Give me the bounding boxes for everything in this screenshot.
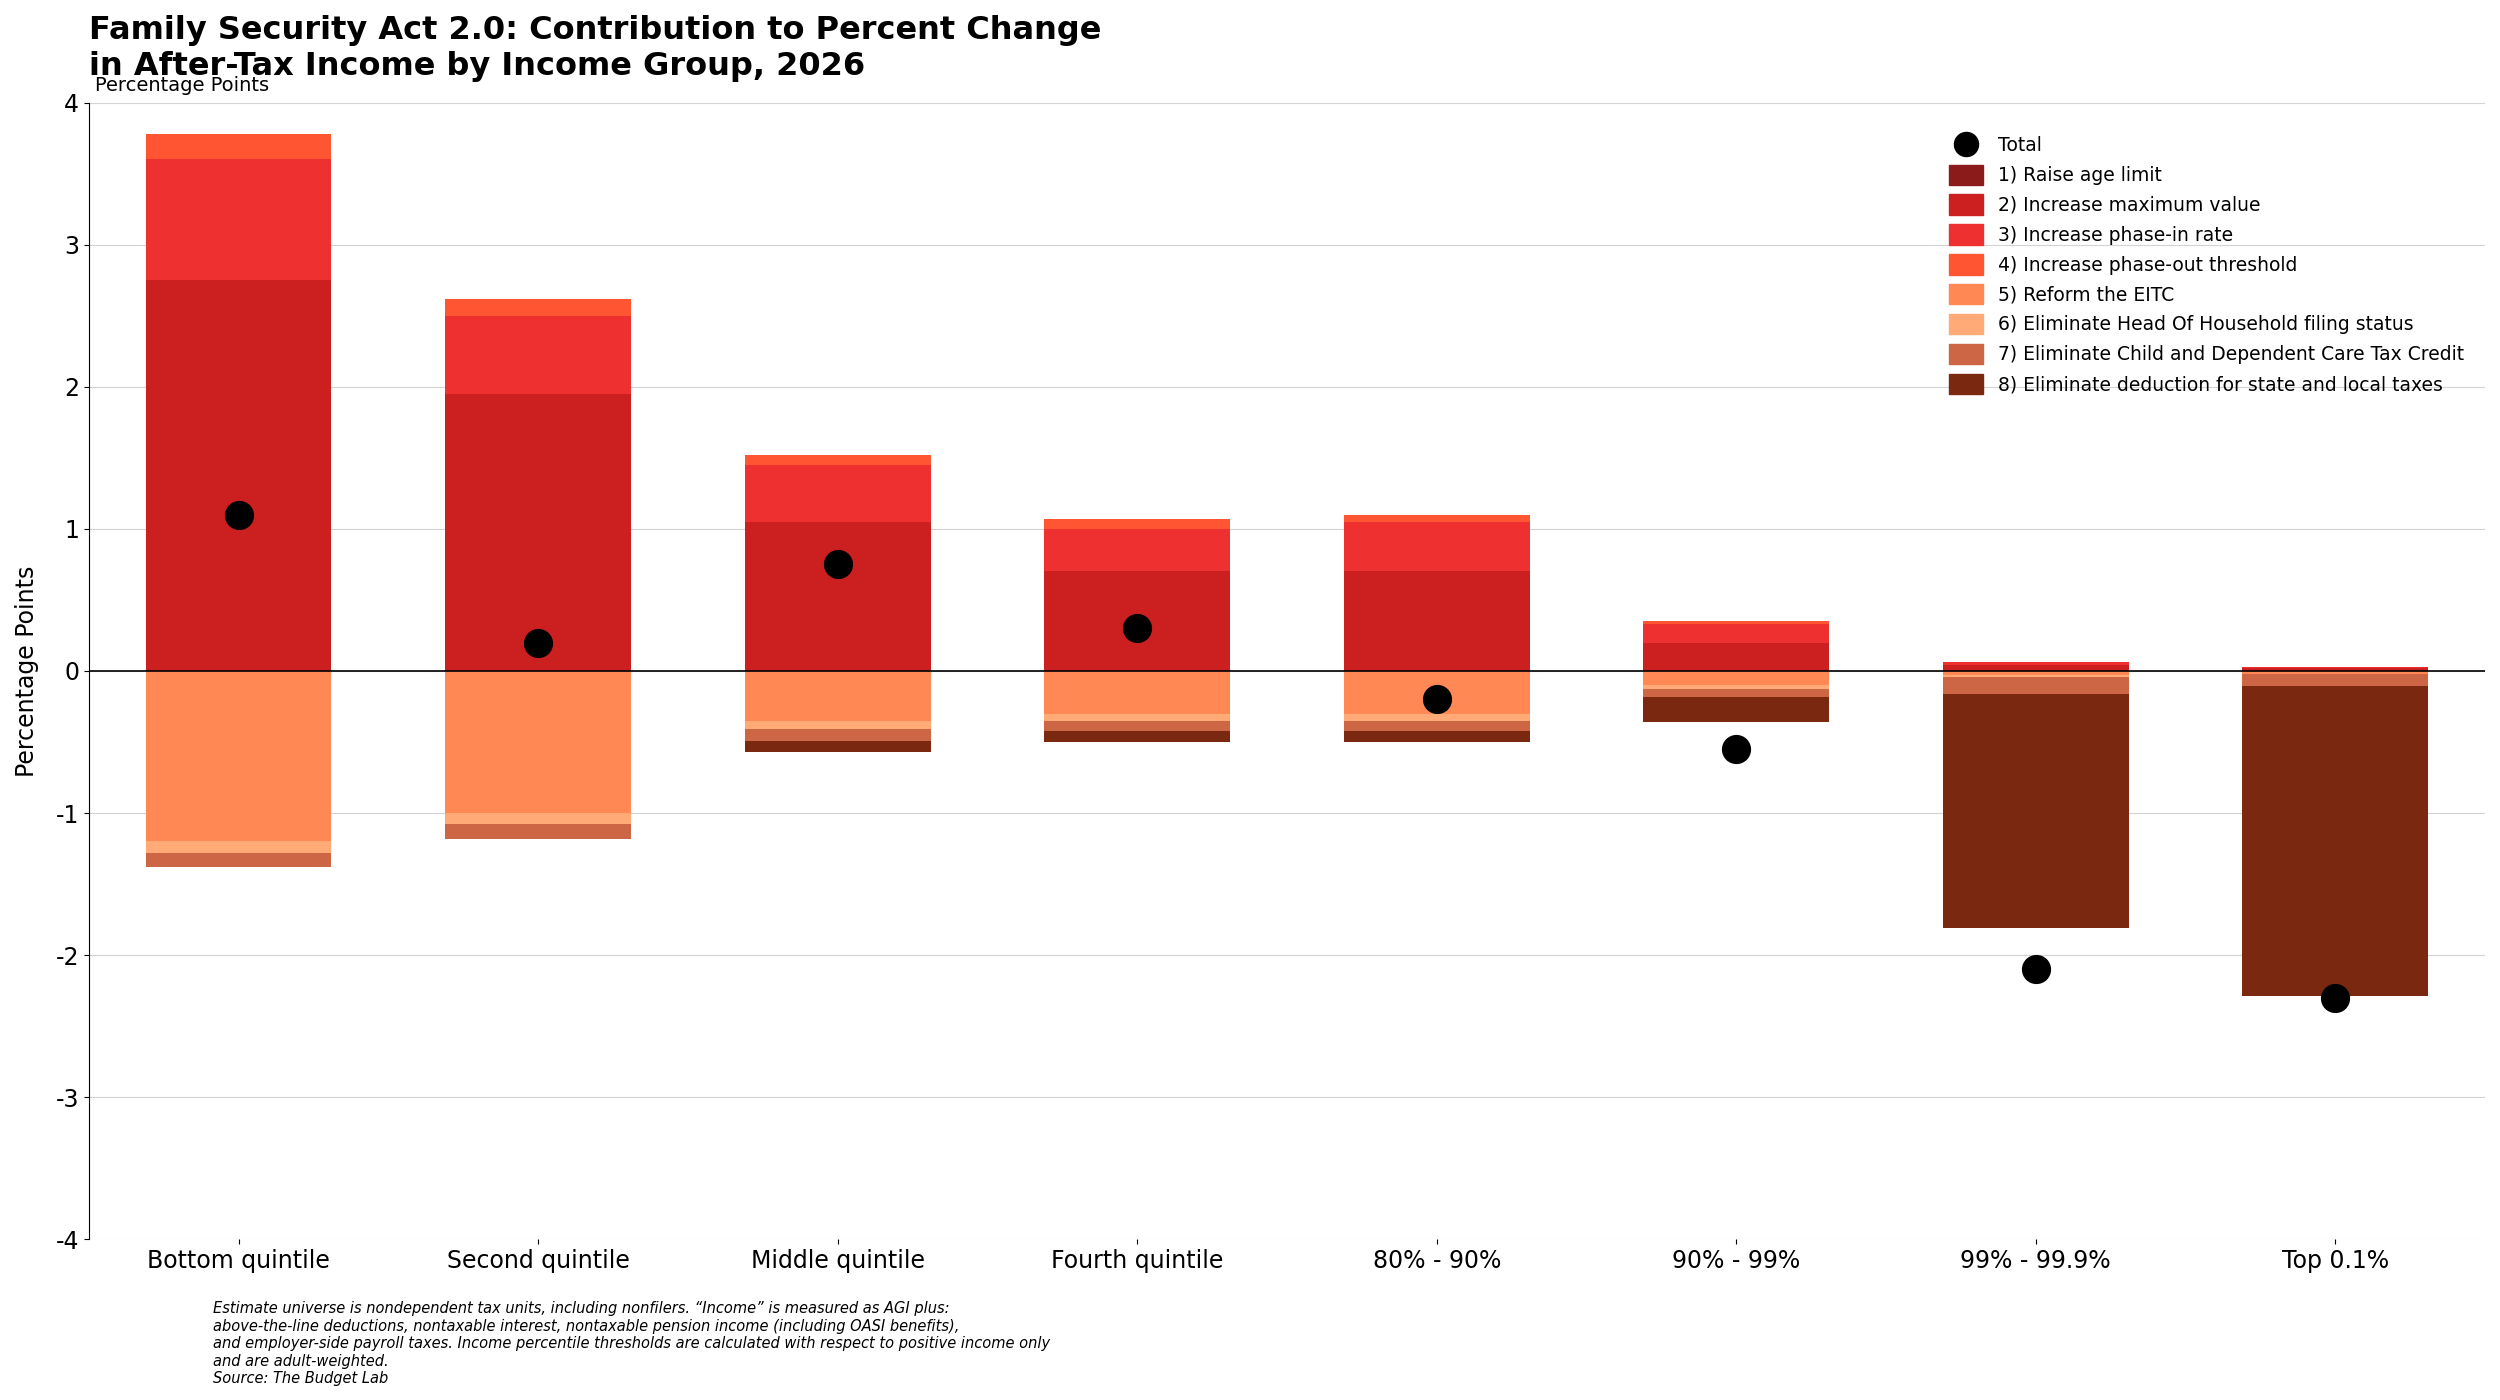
Text: Percentage Points: Percentage Points (95, 77, 270, 95)
Bar (1345, 571, 1530, 671)
Bar (1642, 624, 1830, 643)
Bar (2242, 675, 2428, 686)
Point (1715, 738, 1755, 760)
Bar (1942, 676, 2128, 693)
Point (1118, 617, 1158, 640)
Point (818, 553, 858, 575)
Bar (1642, 685, 1830, 689)
Bar (1045, 721, 1230, 731)
Bar (1942, 693, 2128, 928)
Bar (1345, 714, 1530, 721)
Bar (1345, 721, 1530, 731)
Bar (1345, 731, 1530, 742)
Bar (445, 825, 630, 839)
Text: Estimate universe is nondependent tax units, including nonfilers. “Income” is me: Estimate universe is nondependent tax un… (213, 1302, 1050, 1386)
Bar (1345, 522, 1530, 571)
Bar (1642, 622, 1830, 624)
Text: Family Security Act 2.0: Contribution to Percent Change
in After-Tax Income by I: Family Security Act 2.0: Contribution to… (90, 15, 1102, 81)
Point (518, 631, 558, 654)
Bar (145, 160, 332, 280)
Bar (2242, 668, 2428, 671)
Bar (2242, 671, 2428, 673)
Legend: Total, 1) Raise age limit, 2) Increase maximum value, 3) Increase phase-in rate,: Total, 1) Raise age limit, 2) Increase m… (1950, 134, 2462, 395)
Bar (145, 280, 332, 671)
Bar (745, 522, 930, 671)
Bar (1045, 731, 1230, 742)
Bar (145, 671, 332, 841)
Y-axis label: Percentage Points: Percentage Points (15, 566, 40, 777)
Bar (745, 721, 930, 729)
Bar (1045, 714, 1230, 721)
Point (1417, 689, 1457, 711)
Bar (1942, 671, 2128, 675)
Bar (1345, 515, 1530, 522)
Bar (445, 316, 630, 393)
Bar (2242, 686, 2428, 995)
Bar (145, 853, 332, 867)
Bar (445, 813, 630, 825)
Bar (445, 393, 630, 671)
Bar (745, 465, 930, 522)
Bar (1942, 675, 2128, 676)
Bar (2242, 666, 2428, 668)
Bar (445, 671, 630, 813)
Bar (1642, 671, 1830, 685)
Bar (745, 455, 930, 465)
Bar (745, 671, 930, 721)
Bar (745, 741, 930, 752)
Bar (1942, 662, 2128, 665)
Point (2315, 987, 2355, 1009)
Bar (1642, 697, 1830, 722)
Bar (1642, 643, 1830, 671)
Bar (1942, 665, 2128, 671)
Bar (145, 134, 332, 160)
Bar (1045, 671, 1230, 714)
Point (2015, 958, 2055, 980)
Bar (445, 298, 630, 316)
Point (217, 504, 258, 526)
Bar (1045, 571, 1230, 671)
Bar (745, 729, 930, 741)
Bar (1642, 689, 1830, 697)
Bar (145, 841, 332, 853)
Bar (1045, 519, 1230, 529)
Bar (1345, 671, 1530, 714)
Bar (1045, 529, 1230, 571)
